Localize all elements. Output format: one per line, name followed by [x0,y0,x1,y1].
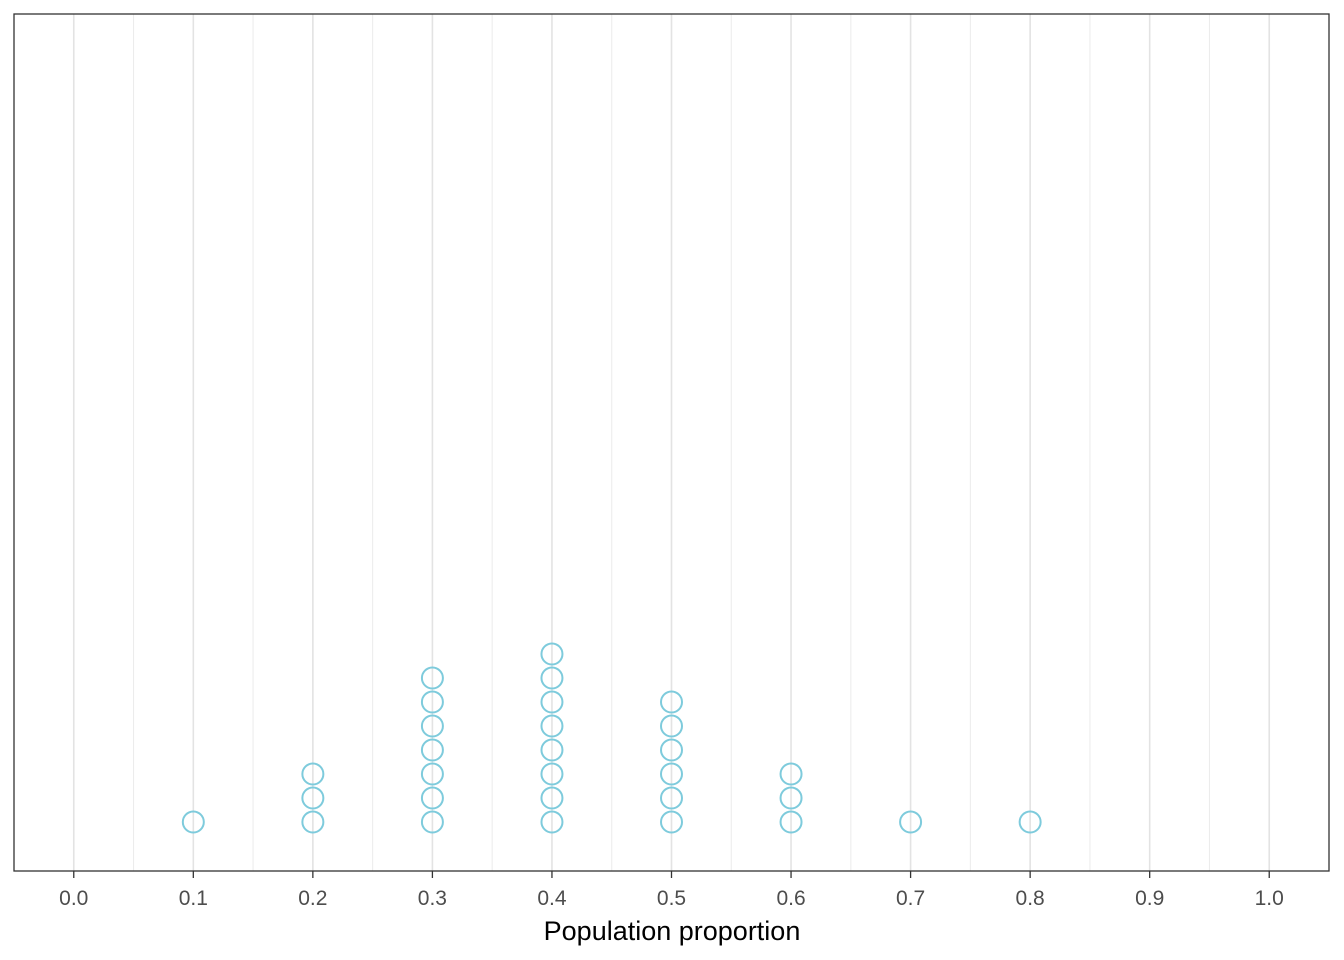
x-tick-label: 0.5 [657,887,686,910]
data-point [540,738,564,762]
data-point [301,762,325,786]
data-point [779,786,803,810]
data-point [420,666,444,690]
x-tick-label: 1.0 [1255,887,1284,910]
data-points [181,642,1042,834]
data-point [420,714,444,738]
x-axis-ticks [73,871,1270,878]
data-point [540,762,564,786]
data-point [540,690,564,714]
data-point [660,762,683,786]
x-tick-label: 0.0 [59,887,88,910]
x-tick-label: 0.9 [1135,887,1164,910]
x-tick-label: 0.2 [298,887,327,910]
data-point [660,714,683,738]
data-point [660,786,683,810]
data-point [1018,810,1042,834]
data-point [660,810,683,834]
data-point [779,810,803,834]
data-point [301,810,325,834]
x-tick-label: 0.3 [418,887,447,910]
data-point [779,762,803,786]
major-gridlines [72,14,1271,871]
data-point [420,690,444,714]
data-point [660,690,683,714]
x-tick-label: 0.7 [896,887,925,910]
data-point [540,714,564,738]
minor-gridlines [133,14,1210,871]
data-point [899,810,923,834]
data-point [420,762,444,786]
x-tick-label: 0.6 [776,887,805,910]
data-point [181,810,205,834]
data-point [420,738,444,762]
x-tick-label: 0.8 [1016,887,1045,910]
data-point [540,786,564,810]
data-point [420,810,444,834]
data-point [660,738,683,762]
x-axis-title: Population proportion [544,916,801,946]
data-point [540,810,564,834]
data-point [540,666,564,690]
data-point [301,786,325,810]
data-point [540,642,564,666]
x-axis-tick-labels: 0.0 0.1 0.2 0.3 0.4 0.5 0.6 0.7 0.8 0.9 1.0 [59,887,1284,910]
x-tick-label: 0.1 [179,887,208,910]
x-tick-label: 0.4 [537,887,567,910]
data-point [420,786,444,810]
